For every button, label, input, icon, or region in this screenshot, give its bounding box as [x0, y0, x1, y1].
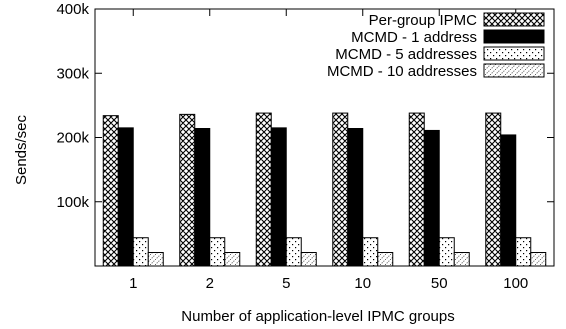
y-tick-label: 300k: [56, 65, 89, 82]
y-axis-label: Sends/sec: [13, 114, 30, 185]
bar-solid: [270, 127, 287, 267]
bar-solid: [347, 128, 364, 267]
bar-diagonal-dots: [147, 252, 164, 267]
bar-crosshatch: [485, 112, 502, 267]
bar-sparse-dots: [362, 237, 379, 267]
x-tick-label: 5: [282, 275, 290, 292]
bar-solid: [423, 129, 440, 267]
bar-sparse-dots: [285, 237, 302, 267]
bar-sparse-dots: [132, 237, 149, 267]
bar-diagonal-dots: [224, 252, 241, 267]
legend-label: MCMD - 10 addresses: [327, 63, 477, 80]
legend-label: Per-group IPMC: [369, 12, 478, 29]
legend-label: MCMD - 1 address: [351, 29, 477, 46]
bar-diagonal-dots: [300, 252, 317, 267]
bar-sparse-dots: [438, 237, 455, 267]
legend-swatch-solid: [483, 29, 545, 44]
x-tick-label: 10: [354, 275, 371, 292]
x-tick-label: 50: [431, 275, 448, 292]
legend-label: MCMD - 5 addresses: [335, 46, 477, 63]
bar-crosshatch: [332, 112, 349, 267]
bar-solid: [117, 127, 134, 267]
y-tick-label: 200k: [56, 130, 89, 147]
bar-solid: [500, 134, 517, 267]
x-tick-label: 1: [129, 275, 137, 292]
y-tick-label: 100k: [56, 194, 89, 211]
bar-diagonal-dots: [530, 252, 547, 267]
bar-crosshatch: [408, 112, 425, 267]
legend-swatch-crosshatch: [483, 12, 545, 27]
bar-diagonal-dots: [377, 252, 394, 267]
bar-sparse-dots: [209, 237, 226, 267]
y-tick-label: 400k: [56, 1, 89, 18]
bar-sparse-dots: [515, 237, 532, 267]
bar-crosshatch: [255, 112, 272, 267]
legend-swatch-sparse-dots: [483, 46, 545, 61]
bar-crosshatch: [179, 113, 196, 267]
legend-swatch-diagonal-dots: [483, 63, 545, 78]
bar-crosshatch: [102, 115, 119, 267]
bar-diagonal-dots: [453, 252, 470, 267]
bar-series: [102, 112, 547, 267]
x-tick-label: 2: [206, 275, 214, 292]
x-tick-label: 100: [503, 275, 528, 292]
bar-solid: [194, 128, 211, 267]
plot-frame: [94, 8, 555, 267]
x-axis-label: Number of application-level IPMC groups: [181, 308, 454, 325]
